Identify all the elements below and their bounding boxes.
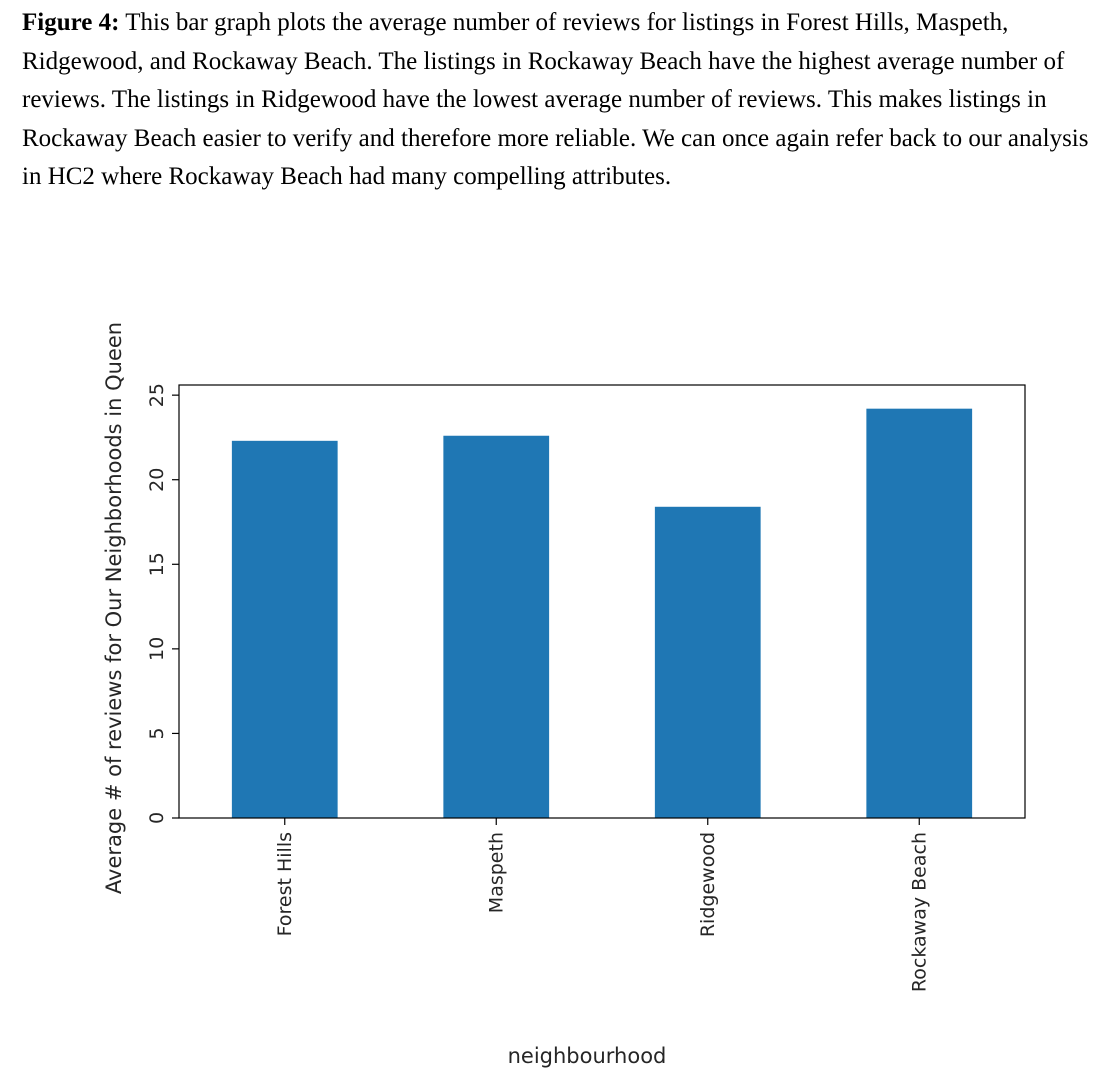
figure-caption: Figure 4: This bar graph plots the avera… <box>22 4 1097 197</box>
y-axis-label: Average # of reviews for Our Neighborhoo… <box>102 322 126 894</box>
x-tick-label-maspeth: Maspeth <box>485 832 507 913</box>
x-tick-label-ridgewood: Ridgewood <box>697 832 719 937</box>
x-tick-label-rockaway-beach: Rockaway Beach <box>908 832 930 992</box>
y-tick-label-0: 0 <box>146 812 168 824</box>
x-axis-label: neighbourhood <box>508 1044 667 1068</box>
y-tick-label-15: 15 <box>146 552 168 576</box>
y-tick-label-20: 20 <box>146 468 168 492</box>
bar-rockaway-beach <box>866 408 973 818</box>
bar-maspeth <box>443 435 550 818</box>
plot-frame <box>178 384 1026 819</box>
bar-forest-hills <box>231 440 338 818</box>
y-tick-label-10: 10 <box>146 637 168 661</box>
x-tick-label-forest-hills: Forest Hills <box>274 832 296 936</box>
y-tick-label-25: 25 <box>146 383 168 407</box>
y-tick-label-5: 5 <box>146 727 168 739</box>
figure-caption-text: This bar graph plots the average number … <box>22 9 1089 190</box>
figure-caption-label: Figure 4: <box>22 9 120 36</box>
bar-ridgewood <box>654 506 761 818</box>
